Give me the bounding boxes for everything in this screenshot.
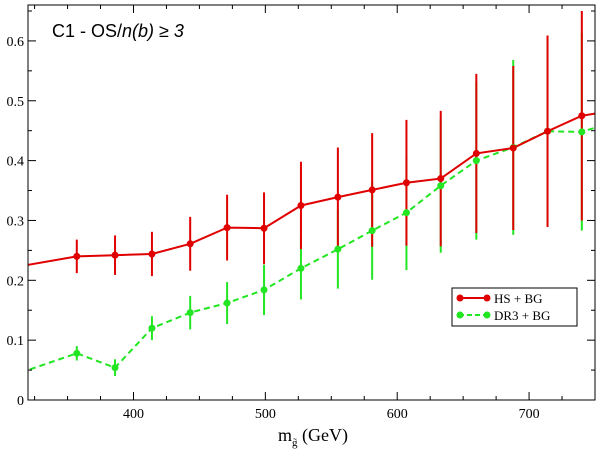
data-point-hs bbox=[297, 201, 305, 209]
data-point-hs bbox=[223, 224, 231, 232]
data-point-dr3 bbox=[260, 286, 268, 294]
data-point-dr3 bbox=[148, 324, 156, 332]
x-tick-label: 600 bbox=[387, 407, 408, 422]
y-tick-label: 0.2 bbox=[7, 274, 25, 289]
y-tick-label: 0.1 bbox=[7, 334, 25, 349]
data-point-hs bbox=[73, 252, 81, 260]
y-tick-label: 0.5 bbox=[7, 95, 25, 110]
x-axis-label: mg̃ (GeV) bbox=[278, 425, 348, 449]
legend-marker-hs-end bbox=[483, 294, 491, 302]
legend: HS + BG DR3 + BG bbox=[451, 287, 578, 327]
data-point-dr3 bbox=[472, 157, 480, 165]
plot-frame bbox=[27, 4, 596, 401]
legend-marker-dr3 bbox=[456, 311, 464, 319]
legend-marker-dr3-end bbox=[483, 311, 491, 319]
legend-label-dr3: DR3 + BG bbox=[494, 308, 550, 323]
x-tick-label: 500 bbox=[255, 407, 276, 422]
data-point-dr3 bbox=[111, 364, 119, 372]
data-point-hs bbox=[402, 179, 410, 187]
data-point-dr3 bbox=[186, 309, 194, 317]
x-tick-label: 400 bbox=[123, 407, 144, 422]
data-point-hs bbox=[472, 149, 480, 157]
chart-title: C1 - OS/n(b) ≥ 3 bbox=[52, 21, 184, 41]
data-point-hs bbox=[368, 186, 376, 194]
legend-box bbox=[451, 287, 578, 327]
y-tick-label: 0.4 bbox=[7, 155, 25, 170]
data-point-hs bbox=[334, 193, 342, 201]
data-points bbox=[73, 112, 586, 372]
data-point-hs bbox=[260, 224, 268, 232]
x-tick-label: 700 bbox=[519, 407, 540, 422]
data-point-dr3 bbox=[297, 264, 305, 272]
data-point-hs bbox=[186, 240, 194, 248]
data-point-hs bbox=[437, 175, 445, 183]
data-point-hs bbox=[148, 250, 156, 258]
data-point-dr3 bbox=[368, 227, 376, 235]
y-tick-label: 0 bbox=[17, 394, 24, 409]
data-point-dr3 bbox=[223, 299, 231, 307]
data-point-hs bbox=[111, 251, 119, 259]
y-tick-label: 0.6 bbox=[7, 35, 25, 50]
data-point-hs bbox=[544, 127, 552, 135]
legend-label-hs: HS + BG bbox=[494, 291, 543, 306]
data-point-hs bbox=[509, 144, 517, 152]
data-point-dr3 bbox=[437, 182, 445, 190]
data-point-dr3 bbox=[402, 209, 410, 217]
axes: 400 500 600 700 0 0.1 0.2 0.3 0.4 0.5 0.6 bbox=[7, 5, 596, 422]
data-point-hs bbox=[578, 112, 586, 120]
legend-marker-hs bbox=[456, 294, 464, 302]
data-point-dr3 bbox=[578, 128, 586, 136]
data-point-dr3 bbox=[334, 245, 342, 253]
y-tick-label: 0.3 bbox=[7, 214, 25, 229]
data-point-dr3 bbox=[73, 349, 81, 357]
